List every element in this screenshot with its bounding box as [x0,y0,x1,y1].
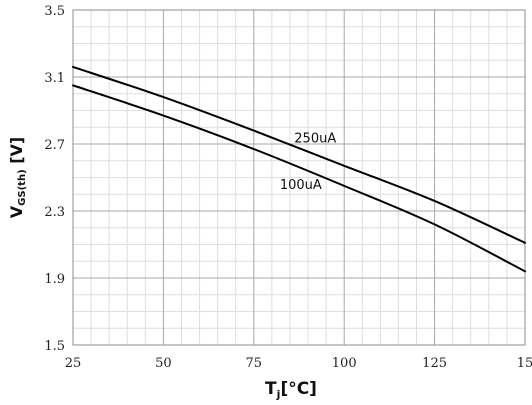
y-tick-label: 2.3 [44,205,65,220]
y-axis-title-unit: [V] [7,137,26,170]
x-tick-label: 50 [155,356,172,371]
x-axis-title-main: T [265,379,277,399]
x-axis-title: Tj[°C] [265,379,317,401]
y-tick-label: 3.5 [44,4,65,19]
x-axis-title-unit: [°C] [280,379,317,399]
y-axis-title-main: V [7,205,26,218]
x-tick-label: 75 [246,356,263,371]
x-axis-title-sub: j [276,388,281,401]
y-axis-title-sub: GS(th) [17,169,28,205]
y-tick-label: 3.1 [44,71,65,86]
series-line-250uA [72,65,526,244]
y-axis-title: VGS(th) [V] [7,137,28,218]
x-tick-labels: 25 50 75 100 125 15 [65,356,532,371]
series-label-250uA: 250uA [294,131,336,146]
series-label-100uA: 100uA [280,178,322,193]
y-tick-label: 1.9 [44,272,65,287]
x-tick-label: 100 [332,356,357,371]
y-tick-label: 2.7 [44,138,65,153]
x-tick-label: 15 [517,356,532,371]
minor-gridlines [73,10,525,345]
y-tick-label: 1.5 [44,339,65,354]
series-line-100uA [72,84,526,273]
series-layer: 250uA 100uA [72,65,526,273]
plot-frame [72,9,526,346]
x-tick-label: 125 [422,356,447,371]
x-tick-label: 25 [65,356,82,371]
y-tick-labels: 1.5 1.9 2.3 2.7 3.1 3.5 [44,4,65,354]
